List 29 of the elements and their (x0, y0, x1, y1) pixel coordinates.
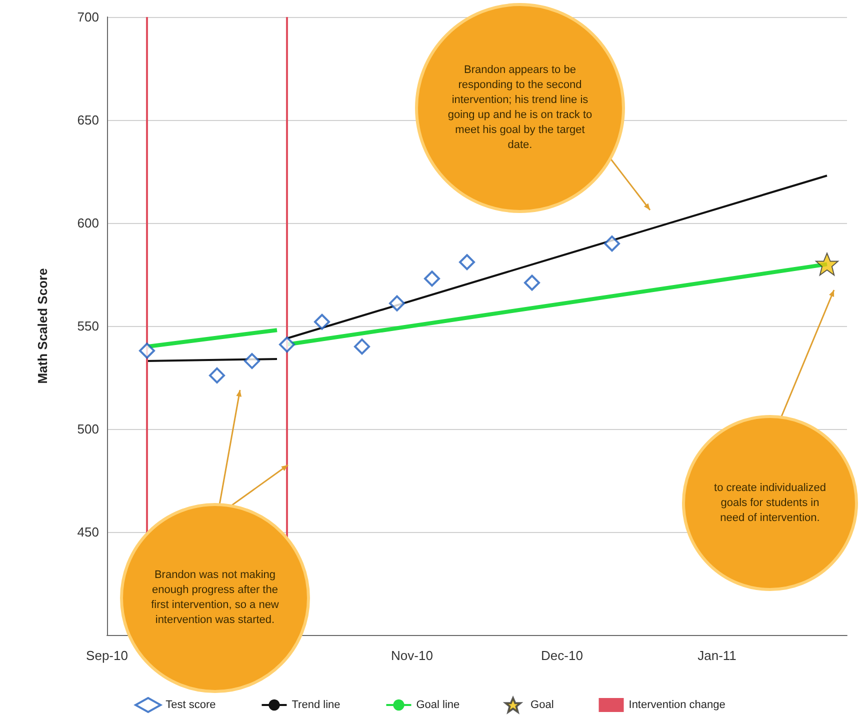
point (209, 367, 225, 384)
x-tick-label: Dec-10 (541, 648, 583, 663)
legend-label: Goal line (416, 699, 460, 711)
y-tick-label: 500 (77, 422, 99, 436)
y-tick-label: 700 (77, 10, 99, 24)
point (604, 236, 620, 252)
legend-label: Test score (166, 699, 216, 711)
legend-label: Trend line (292, 699, 340, 711)
y-tick-label: 650 (77, 112, 99, 128)
x-tick-label: Nov-10 (391, 648, 433, 663)
point (354, 338, 370, 355)
point (314, 314, 330, 330)
annotation: Brandon was not making enough progress after the first intervention, so a new intervention was started. (151, 569, 279, 626)
x-tick-label: Sep-10 (86, 648, 128, 663)
point (139, 342, 155, 359)
point (244, 353, 260, 370)
y-axis-title: Math Scaled Score (35, 268, 50, 384)
point (279, 336, 295, 353)
x-tick-label: Jan-11 (698, 648, 736, 663)
point (524, 274, 540, 291)
point (424, 270, 440, 287)
y-tick-label: 450 (77, 524, 99, 540)
point (459, 254, 475, 270)
legend-label: Intervention change (628, 699, 726, 711)
y-tick-label: 600 (77, 216, 99, 230)
y-tick-label: 550 (77, 318, 99, 334)
legend-label: Goal (530, 699, 554, 711)
point (389, 295, 405, 312)
point (816, 252, 838, 276)
